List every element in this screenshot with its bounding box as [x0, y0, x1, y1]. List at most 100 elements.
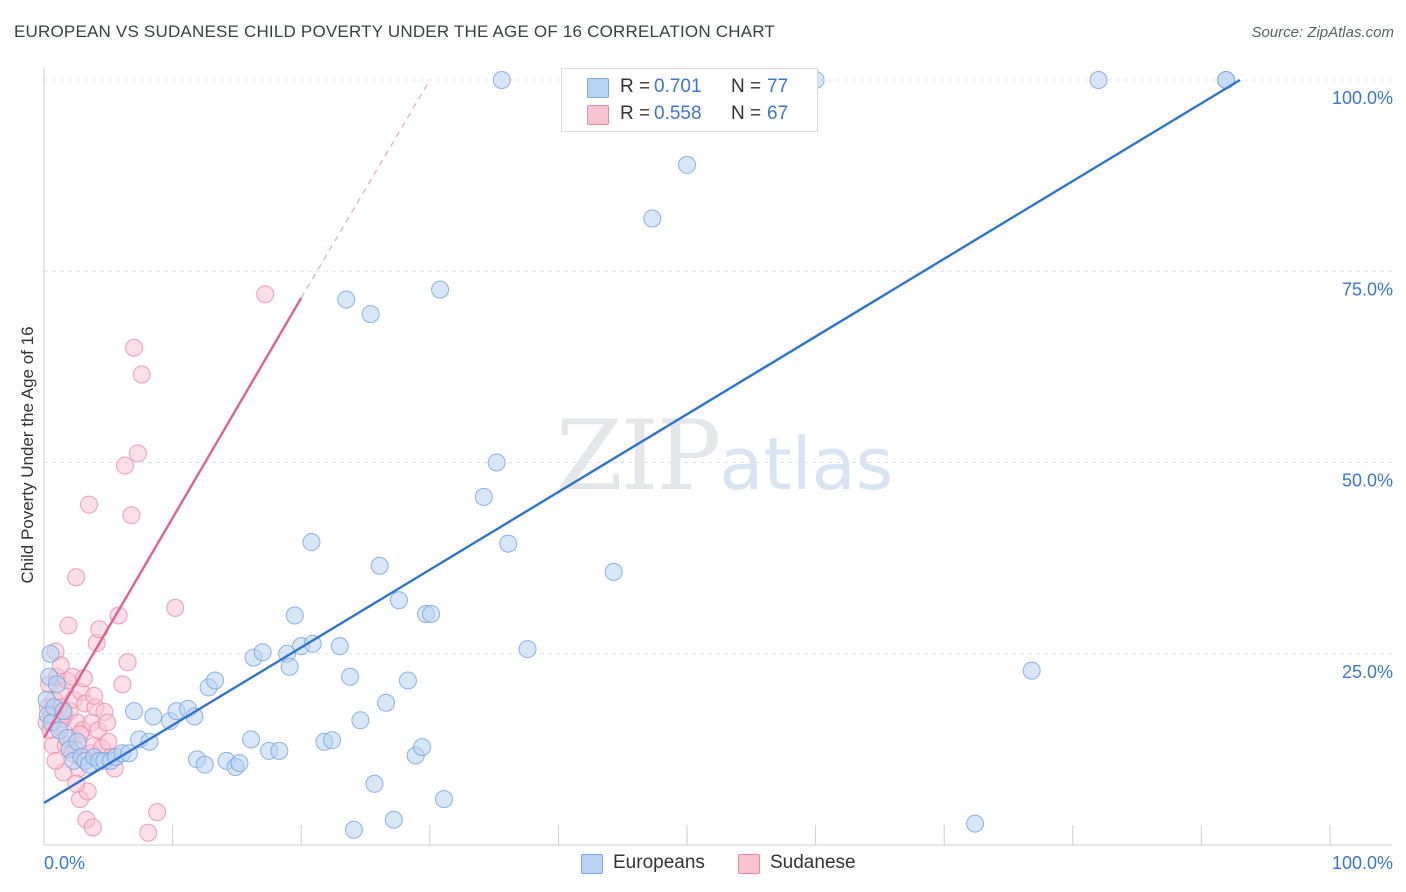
axes: [43, 68, 1392, 846]
european-point: [230, 754, 249, 773]
sudanese-swatch: [587, 105, 609, 125]
sudanese-r-label: R =: [620, 103, 651, 124]
sudanese-point: [122, 506, 141, 525]
european-point: [422, 604, 441, 623]
europeans-n-value: 77: [767, 76, 789, 97]
sudanese-point: [83, 818, 102, 837]
european-point: [242, 730, 261, 749]
european-point: [344, 820, 363, 839]
european-point: [351, 711, 370, 730]
sudanese-point: [128, 444, 147, 463]
sudanese-point: [113, 675, 132, 694]
sudanese-point: [67, 568, 86, 587]
sudanese-point: [85, 686, 104, 705]
european-point: [643, 209, 662, 228]
sudanese-point: [80, 495, 99, 514]
sudanese-point: [116, 456, 135, 475]
sudanese-point: [256, 285, 275, 304]
sudanese-legend-swatch: [738, 854, 760, 874]
european-point: [47, 675, 66, 694]
european-point: [413, 738, 432, 757]
watermark-atlas: atlas: [719, 422, 894, 506]
bottom-legend-europeans: Europeans: [581, 851, 711, 879]
europeans-legend-label: Europeans: [613, 852, 705, 873]
sudanese-point: [118, 653, 137, 672]
european-point: [302, 533, 321, 552]
sudanese-point: [139, 823, 158, 842]
european-point: [474, 487, 493, 506]
european-point: [285, 606, 304, 625]
y-tick-label: 75.0%: [1342, 279, 1393, 299]
european-point: [41, 644, 60, 663]
y-tick-label: 50.0%: [1342, 471, 1393, 491]
sudanese-point: [166, 598, 185, 617]
sudanese-r-value: 0.558: [654, 103, 702, 124]
chart-title: EUROPEAN VS SUDANESE CHILD POVERTY UNDER…: [14, 22, 775, 41]
european-point: [678, 155, 696, 174]
sudanese-point: [132, 365, 151, 384]
european-points: [37, 71, 1235, 839]
sudanese-point: [98, 713, 117, 732]
european-point: [303, 634, 322, 653]
trend-lines: [42, 78, 1241, 804]
y-tick-label: 25.0%: [1342, 662, 1393, 682]
european-point: [492, 71, 511, 89]
y-tick-label: 100.0%: [1332, 88, 1393, 108]
european-point: [270, 741, 289, 760]
european-point: [361, 305, 380, 324]
european-point: [195, 755, 214, 774]
european-point: [144, 707, 163, 726]
european-point: [370, 556, 389, 575]
european-point: [1089, 71, 1108, 89]
sudanese-n-value: 67: [767, 103, 789, 124]
sudanese-point: [59, 616, 78, 635]
correlation-legend: R = 0.701 N = 77 R = 0.558 N = 67: [561, 68, 818, 132]
european-point: [365, 774, 384, 793]
sudanese-point: [51, 656, 70, 675]
european-point: [966, 814, 985, 833]
european-point: [389, 591, 408, 610]
sudanese-legend-label: Sudanese: [770, 852, 856, 873]
european-point: [206, 671, 225, 690]
sudanese-trend-line: [42, 297, 303, 739]
european-point: [330, 637, 349, 656]
european-point: [280, 657, 299, 676]
europeans-swatch: [587, 78, 609, 98]
gridlines: [44, 79, 1392, 655]
x-tick-label: 0.0%: [44, 853, 85, 873]
legend-row-europeans: R = 0.701 N = 77: [562, 73, 817, 101]
european-point: [341, 667, 360, 686]
sudanese-point: [125, 338, 144, 357]
european-point: [384, 810, 403, 829]
european-point: [398, 671, 417, 690]
x-tick-label: 100.0%: [1332, 853, 1393, 873]
europeans-r-value: 0.701: [654, 76, 702, 97]
europeans-legend-swatch: [581, 854, 603, 874]
european-point: [499, 534, 518, 553]
source-credit: Source: ZipAtlas.com: [1251, 24, 1394, 41]
european-point: [431, 280, 450, 299]
european-point: [125, 702, 144, 721]
sudanese-point: [46, 751, 65, 770]
sudanese-trend-extension: [300, 79, 431, 299]
europeans-n-label: N =: [731, 76, 762, 97]
watermark-zip: ZIP: [556, 400, 721, 512]
europeans-trend-line: [43, 78, 1241, 804]
europeans-r-label: R =: [620, 76, 651, 97]
european-point: [68, 732, 87, 751]
european-point: [604, 562, 623, 581]
european-point: [487, 453, 506, 472]
sudanese-point: [99, 732, 118, 751]
bottom-legend-sudanese: Sudanese: [738, 851, 868, 879]
european-point: [323, 731, 342, 750]
legend-row-sudanese: R = 0.558 N = 67: [562, 100, 817, 128]
european-point: [1022, 661, 1041, 680]
sudanese-n-label: N =: [731, 103, 762, 124]
european-point: [434, 790, 453, 809]
sudanese-point: [148, 803, 167, 822]
zipatlas-watermark: ZIPatlas: [556, 400, 893, 512]
european-point: [253, 643, 272, 662]
european-point: [377, 693, 396, 712]
y-axis-label: Child Poverty Under the Age of 16: [18, 326, 37, 584]
